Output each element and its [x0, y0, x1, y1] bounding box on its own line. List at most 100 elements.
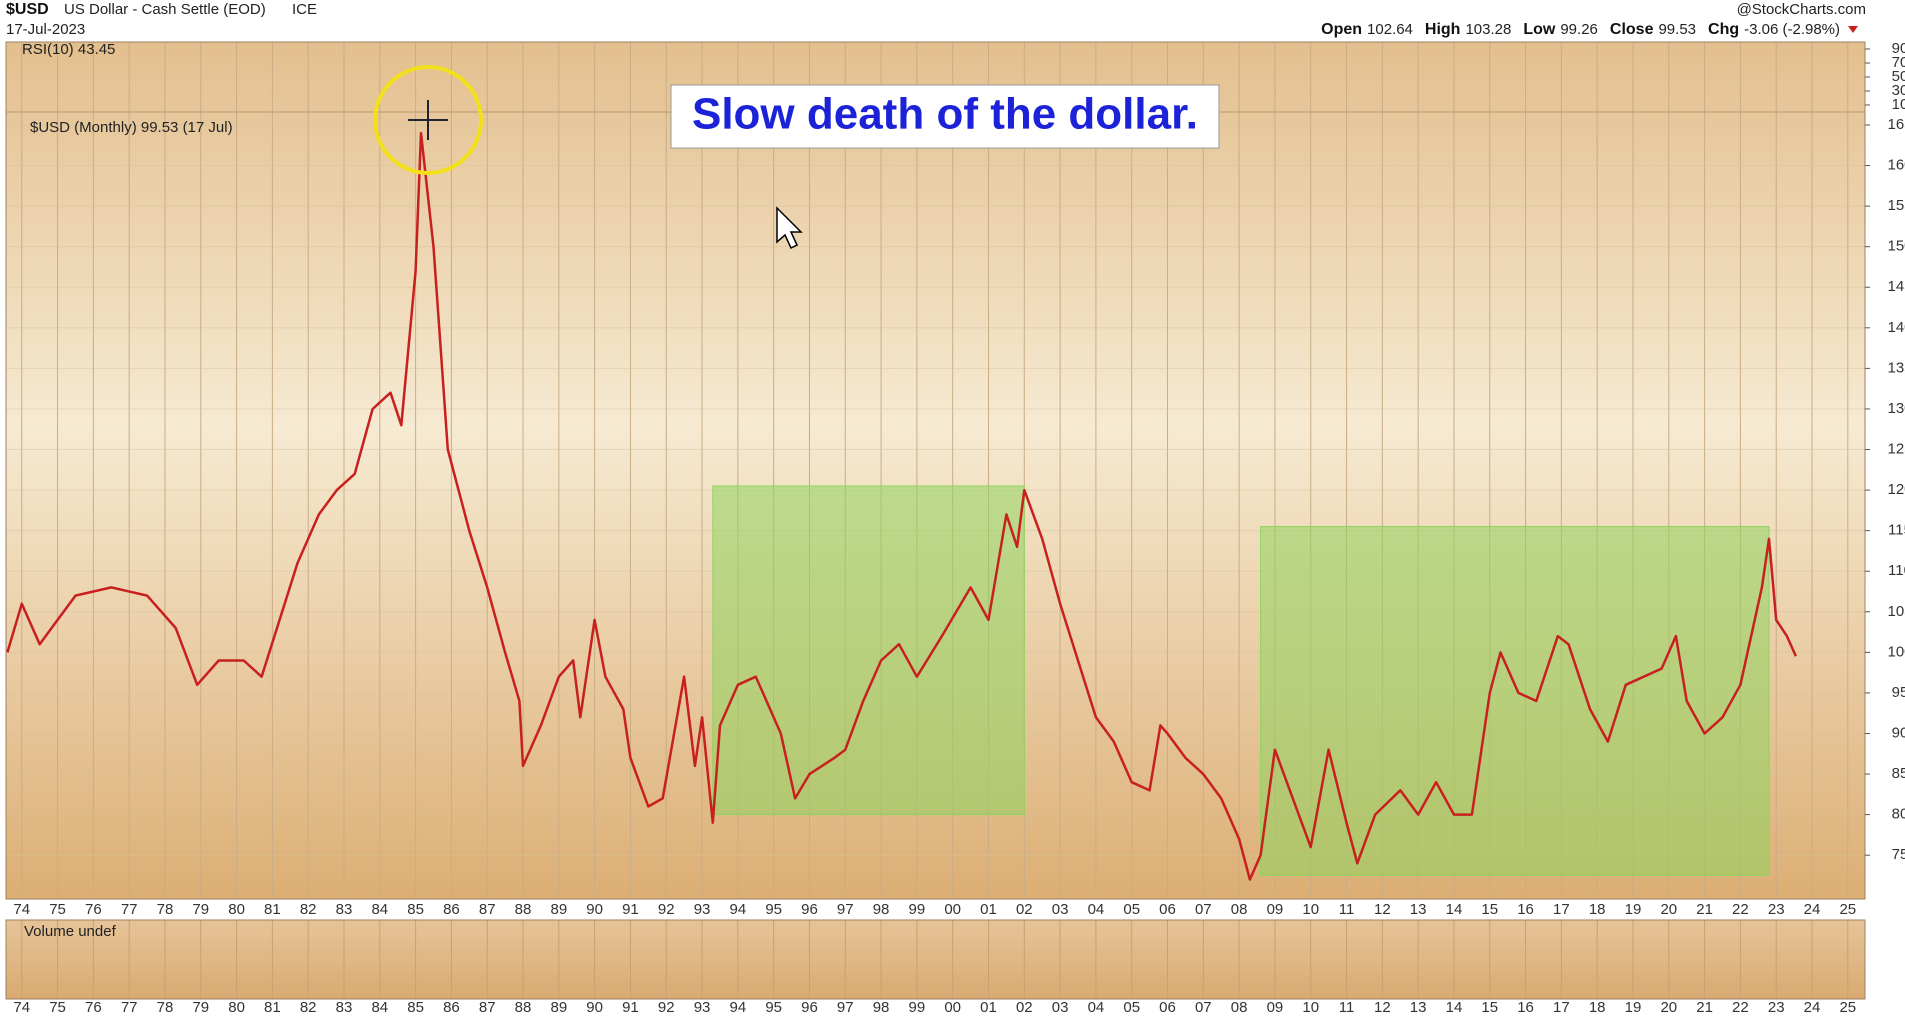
quote-value: 103.28 [1465, 21, 1511, 38]
x-tick-label: 09 [1267, 999, 1284, 1016]
x-tick-label: 03 [1052, 901, 1069, 918]
x-tick-label: 02 [1016, 901, 1033, 918]
quote-value: 99.26 [1560, 21, 1598, 38]
quote-label: Low [1523, 21, 1556, 38]
y-tick-label: 95 [1892, 684, 1905, 701]
x-tick-label: 99 [909, 901, 926, 918]
date: 17-Jul-2023 [6, 21, 85, 38]
x-tick-label: 75 [49, 901, 66, 918]
x-tick-label: 81 [264, 901, 281, 918]
x-tick-label: 13 [1410, 999, 1427, 1016]
y-tick-label: 140 [1887, 319, 1905, 336]
x-tick-label: 19 [1625, 901, 1642, 918]
rsi-tick-label: 50 [1892, 68, 1905, 85]
x-tick-label: 92 [658, 999, 675, 1016]
x-tick-label: 94 [730, 901, 747, 918]
x-tick-label: 23 [1768, 999, 1785, 1016]
x-tick-label: 10 [1302, 999, 1319, 1016]
symbol: $USD [6, 1, 49, 18]
rsi-tick-label: 10 [1892, 96, 1905, 113]
annotation-box [670, 84, 1220, 149]
x-tick-label: 77 [121, 901, 138, 918]
x-tick-label: 10 [1302, 901, 1319, 918]
x-tick-label: 18 [1589, 999, 1606, 1016]
annotation: Slow death of the dollar. [692, 90, 1198, 139]
y-tick-label: 115 [1888, 522, 1905, 539]
source: @StockCharts.com [1737, 1, 1866, 18]
x-tick-label: 25 [1839, 901, 1856, 918]
y-tick-label: 135 [1887, 359, 1905, 376]
x-tick-label: 24 [1804, 901, 1821, 918]
x-tick-label: 19 [1625, 999, 1642, 1016]
quote-value: 99.53 [1658, 21, 1696, 38]
quote-label: Open [1321, 21, 1362, 38]
x-tick-label: 02 [1016, 999, 1033, 1016]
x-tick-label: 01 [980, 901, 997, 918]
x-tick-label: 90 [586, 999, 603, 1016]
x-tick-label: 84 [371, 999, 388, 1016]
volume-frame [5, 919, 1866, 1000]
x-tick-label: 14 [1446, 901, 1463, 918]
volume-label: Volume undef [24, 923, 117, 940]
x-tick-label: 95 [765, 901, 782, 918]
x-tick-label: 20 [1660, 999, 1677, 1016]
x-tick-label: 01 [980, 999, 997, 1016]
quote-label: Chg [1708, 21, 1739, 38]
x-tick-label: 99 [909, 999, 926, 1016]
exchange: ICE [292, 1, 317, 18]
plot-frame [5, 41, 1866, 900]
x-tick-label: 03 [1052, 999, 1069, 1016]
x-tick-label: 05 [1123, 999, 1140, 1016]
x-tick-label: 16 [1517, 999, 1534, 1016]
x-tick-label: 11 [1339, 901, 1355, 918]
x-tick-label: 17 [1553, 999, 1570, 1016]
instrument-name: US Dollar - Cash Settle (EOD) [64, 1, 266, 18]
x-tick-label: 20 [1660, 901, 1677, 918]
y-tick-label: 165 [1887, 116, 1905, 133]
x-tick-label: 88 [515, 901, 532, 918]
x-tick-label: 11 [1339, 999, 1355, 1016]
x-tick-label: 77 [121, 999, 138, 1016]
x-tick-label: 79 [192, 901, 209, 918]
rsi-tick-label: 30 [1892, 82, 1905, 99]
x-tick-label: 17 [1553, 901, 1570, 918]
x-tick-label: 89 [550, 999, 567, 1016]
x-tick-label: 15 [1481, 999, 1498, 1016]
chg-arrow [1848, 26, 1858, 33]
x-tick-label: 80 [228, 901, 245, 918]
x-tick-label: 09 [1267, 901, 1284, 918]
x-tick-label: 95 [765, 999, 782, 1016]
x-tick-label: 76 [85, 999, 102, 1016]
x-tick-label: 00 [944, 901, 961, 918]
x-tick-label: 78 [157, 901, 174, 918]
quote-label: Close [1610, 21, 1654, 38]
quote-value: 102.64 [1367, 21, 1413, 38]
cursor [776, 206, 803, 250]
x-tick-label: 14 [1446, 999, 1463, 1016]
x-tick-label: 91 [622, 999, 639, 1016]
x-tick-label: 07 [1195, 999, 1212, 1016]
x-tick-label: 97 [837, 901, 854, 918]
marks [6, 131, 1798, 881]
x-tick-label: 88 [515, 999, 532, 1016]
x-tick-label: 16 [1517, 901, 1534, 918]
quote-label: High [1425, 21, 1461, 38]
x-tick-label: 75 [49, 999, 66, 1016]
rsi-label: RSI(10) 43.45 [22, 41, 115, 58]
x-tick-label: 90 [586, 901, 603, 918]
quote-value: -3.06 (-2.98%) [1744, 21, 1840, 38]
y-tick-label: 85 [1892, 765, 1905, 782]
x-tick-label: 07 [1195, 901, 1212, 918]
x-tick-label: 00 [944, 999, 961, 1016]
x-tick-label: 25 [1839, 999, 1856, 1016]
x-tick-label: 06 [1159, 999, 1176, 1016]
x-tick-label: 06 [1159, 901, 1176, 918]
rsi-tick-label: 90 [1892, 40, 1905, 57]
rsi-tick-label: 70 [1892, 54, 1905, 71]
series-label: $USD (Monthly) 99.53 (17 Jul) [30, 119, 233, 136]
x-tick-label: 98 [873, 901, 890, 918]
x-tick-label: 91 [622, 901, 639, 918]
x-tick-label: 83 [336, 999, 353, 1016]
